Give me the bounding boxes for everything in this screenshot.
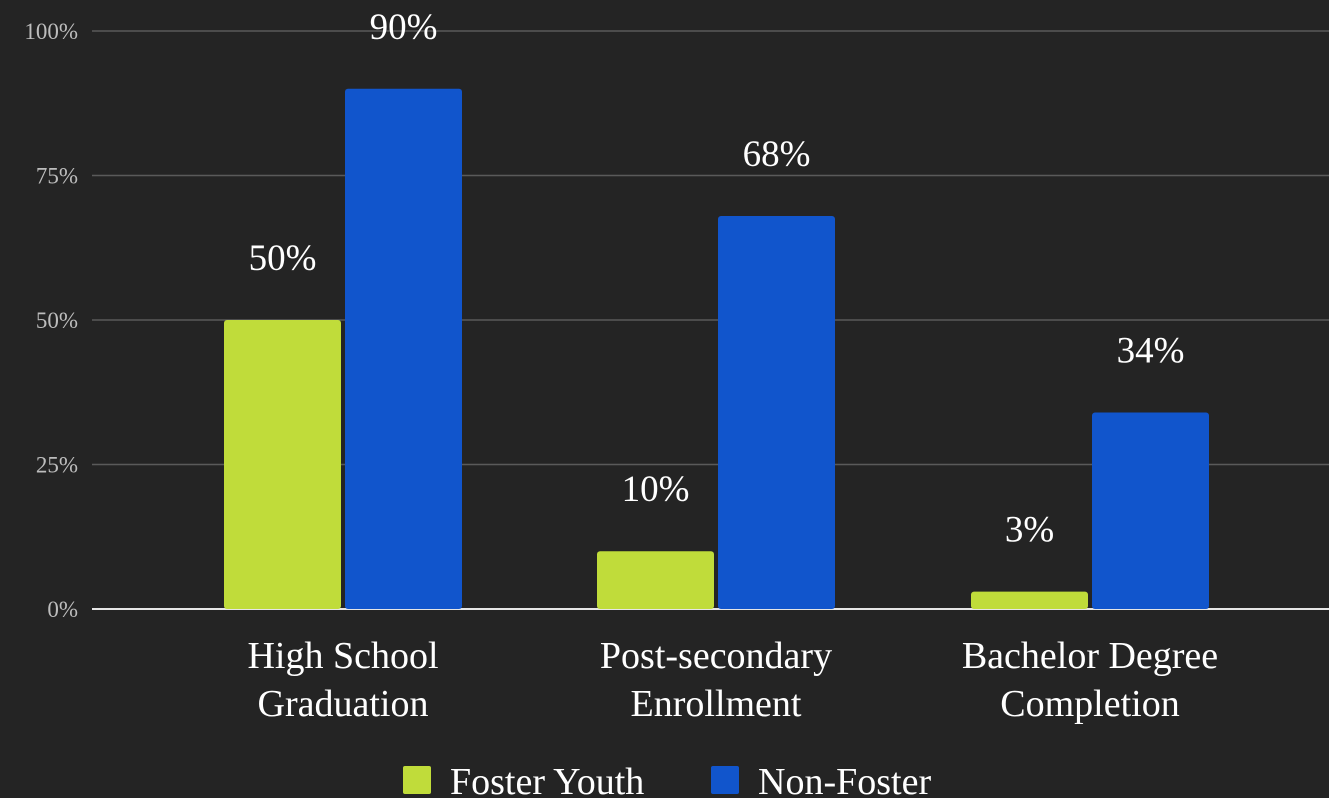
legend-swatch xyxy=(711,766,739,794)
legend-label: Foster Youth xyxy=(450,761,644,798)
x-tick-label: Bachelor Degree xyxy=(962,635,1218,677)
legend-swatch xyxy=(403,766,431,794)
x-tick-label: Graduation xyxy=(258,683,429,725)
data-label: 3% xyxy=(1005,510,1054,551)
bar xyxy=(971,591,1088,609)
legend-label: Non-Foster xyxy=(758,761,931,798)
data-label: 50% xyxy=(249,238,317,279)
data-labels: 50% 10% 3% 90% 68% 34% xyxy=(249,7,1185,551)
bar xyxy=(597,551,714,609)
y-axis-ticks: 0% 25% 50% 75% 100% xyxy=(24,19,78,622)
bar xyxy=(1092,412,1209,609)
data-label: 34% xyxy=(1117,330,1185,371)
x-tick-label: Enrollment xyxy=(631,683,802,725)
y-tick-label: 25% xyxy=(36,453,78,478)
x-tick-label: High School xyxy=(247,635,438,677)
bars xyxy=(224,88,1209,610)
bar xyxy=(345,88,462,610)
y-tick-label: 100% xyxy=(24,19,78,44)
bar xyxy=(718,215,835,609)
bar xyxy=(224,320,341,609)
y-tick-label: 75% xyxy=(36,164,78,189)
legend: Foster Youth Non-Foster xyxy=(403,761,931,798)
y-tick-label: 0% xyxy=(47,597,78,622)
data-label: 68% xyxy=(743,134,811,175)
x-tick-label: Post-secondary xyxy=(600,635,832,677)
data-label: 10% xyxy=(622,469,690,510)
data-label: 90% xyxy=(370,7,438,48)
x-tick-label: Completion xyxy=(1000,683,1179,725)
y-tick-label: 50% xyxy=(36,308,78,333)
x-axis-categories: High School Graduation Post-secondary Enrol… xyxy=(247,635,1218,725)
